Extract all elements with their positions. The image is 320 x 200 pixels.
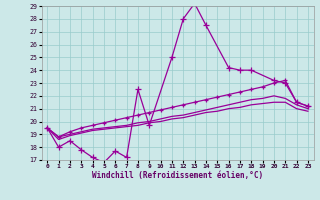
X-axis label: Windchill (Refroidissement éolien,°C): Windchill (Refroidissement éolien,°C)	[92, 171, 263, 180]
